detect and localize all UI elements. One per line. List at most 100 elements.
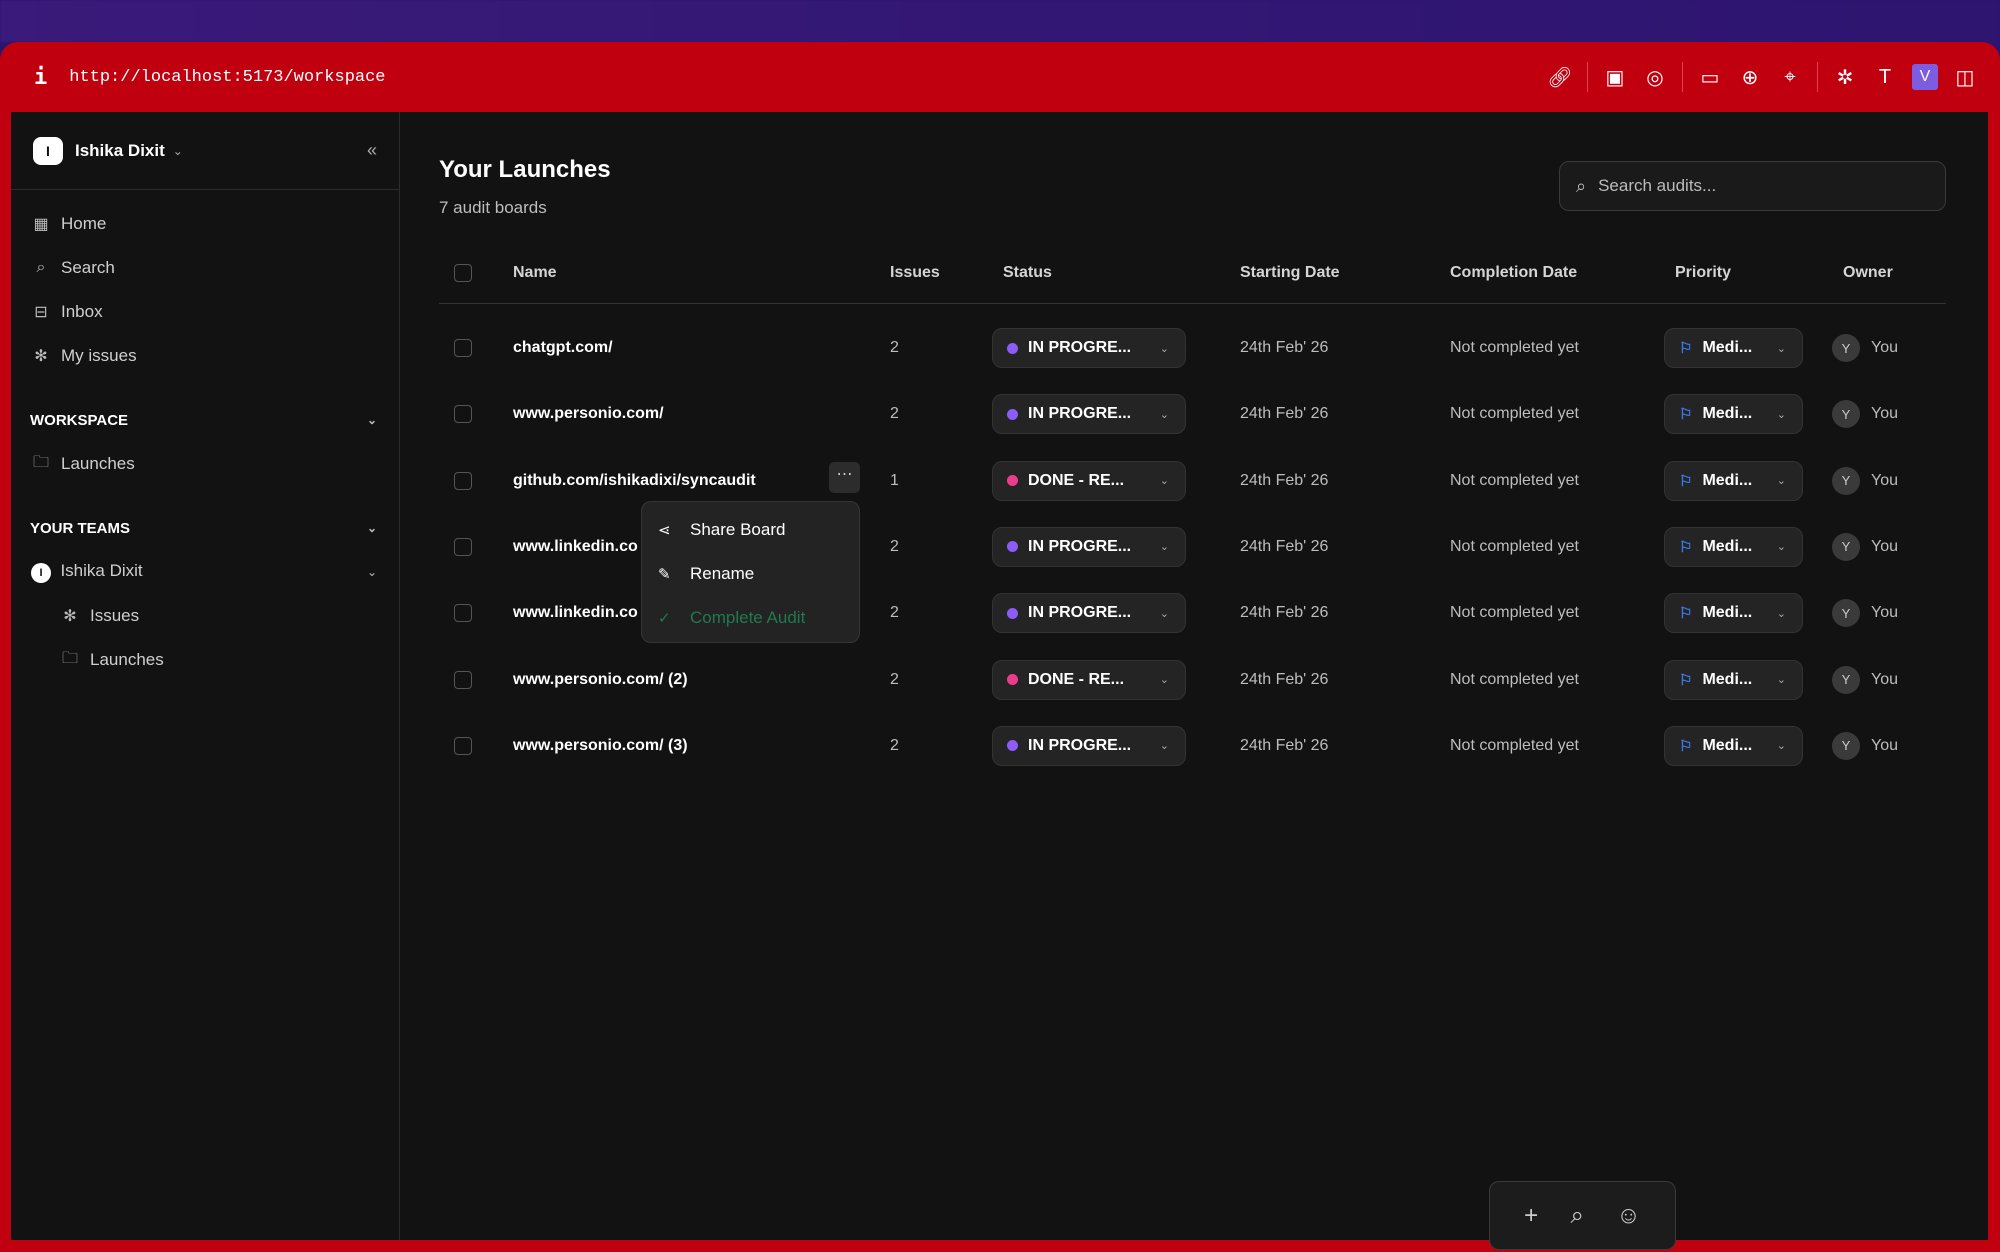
chevron-down-icon: ⌄ bbox=[366, 521, 377, 535]
workspace-switcher[interactable]: I Ishika Dixit ⌄ « bbox=[11, 112, 399, 190]
sidebar-item-team-issues[interactable]: ✻ Issues bbox=[11, 594, 399, 638]
sidebar-team-item[interactable]: I Ishika Dixit ⌄ bbox=[11, 550, 399, 594]
priority-dropdown[interactable]: ⚐ Medi... ⌄ bbox=[1664, 725, 1803, 766]
collapse-sidebar-icon[interactable]: « bbox=[366, 140, 377, 160]
sidebar-item-launches[interactable]: 🗀 Launches bbox=[11, 442, 399, 486]
status-dropdown[interactable]: IN PROGRE... ⌄ bbox=[992, 328, 1186, 368]
chevron-down-icon: ⌄ bbox=[1776, 674, 1786, 686]
v-extension-icon[interactable]: V bbox=[1912, 64, 1938, 90]
row-name[interactable]: www.personio.com/ (3) bbox=[513, 736, 688, 754]
chevron-down-icon: ⌄ bbox=[366, 413, 377, 427]
row-completion-date: Not completed yet bbox=[1450, 670, 1579, 688]
owner-avatar: Y bbox=[1832, 731, 1860, 760]
status-dropdown[interactable]: DONE - RE... ⌄ bbox=[992, 460, 1186, 501]
column-header-priority[interactable]: Priority bbox=[1675, 264, 1732, 281]
team-name: Ishika Dixit bbox=[60, 561, 143, 580]
column-header-starting-date[interactable]: Starting Date bbox=[1240, 264, 1340, 281]
status-dropdown[interactable]: DONE - RE... ⌄ bbox=[992, 659, 1186, 700]
search-input[interactable]: ⌕ Search audits... bbox=[1559, 161, 1946, 211]
terminal-icon[interactable]: ▭ bbox=[1700, 66, 1720, 89]
priority-dropdown[interactable]: ⚐ Medi... ⌄ bbox=[1664, 394, 1803, 435]
screenshot-icon[interactable]: ▣ bbox=[1605, 66, 1625, 89]
row-name[interactable]: www.personio.com/ bbox=[513, 405, 664, 423]
column-header-name[interactable]: Name bbox=[513, 264, 557, 281]
extension-icon[interactable]: ✲ bbox=[1836, 66, 1854, 89]
column-header-completion-date[interactable]: Completion Date bbox=[1450, 264, 1578, 281]
search-icon[interactable]: ⌕ bbox=[1570, 1201, 1584, 1229]
row-name[interactable]: chatgpt.com/ bbox=[513, 339, 613, 356]
status-dropdown[interactable]: IN PROGRE... ⌄ bbox=[992, 526, 1186, 567]
split-view-icon[interactable]: ◫ bbox=[1955, 66, 1975, 89]
globe-icon[interactable]: ⊕ bbox=[1741, 66, 1759, 89]
sidebar-item-label: Launches bbox=[61, 454, 135, 473]
plus-icon[interactable]: + bbox=[1524, 1201, 1539, 1229]
owner-avatar: Y bbox=[1832, 334, 1860, 362]
divider bbox=[1682, 62, 1683, 92]
sidebar-item-team-launches[interactable]: 🗀 Launches bbox=[11, 638, 399, 682]
user-icon[interactable]: ☺ bbox=[1616, 1201, 1641, 1229]
row-name[interactable]: www.linkedin.co bbox=[513, 537, 638, 555]
sidebar-item-search[interactable]: ⌕ Search bbox=[11, 246, 399, 290]
teams-section-header[interactable]: YOUR TEAMS ⌄ bbox=[11, 506, 399, 550]
link-icon[interactable]: 🔗︎ bbox=[1547, 66, 1573, 89]
priority-dropdown[interactable]: ⚐ Medi... ⌄ bbox=[1664, 460, 1803, 501]
chevron-down-icon: ⌄ bbox=[1159, 607, 1169, 620]
workspace-name: Ishika Dixit bbox=[75, 140, 165, 160]
priority-dropdown[interactable]: ⚐ Medi... ⌄ bbox=[1664, 328, 1803, 368]
row-checkbox[interactable] bbox=[454, 670, 472, 689]
priority-dropdown[interactable]: ⚐ Medi... ⌄ bbox=[1664, 659, 1803, 700]
column-header-owner[interactable]: Owner bbox=[1843, 264, 1893, 281]
table-row[interactable]: chatgpt.com/ 2 IN PROGRE... ⌄ 24th Feb' 2… bbox=[400, 318, 1966, 378]
row-issues: 2 bbox=[890, 604, 899, 622]
column-header-status[interactable]: Status bbox=[1003, 264, 1052, 281]
menu-item-label: Rename bbox=[690, 564, 755, 583]
flag-icon: ⚐ bbox=[1679, 671, 1693, 689]
status-dropdown[interactable]: IN PROGRE... ⌄ bbox=[992, 394, 1186, 435]
flag-icon: ⚐ bbox=[1679, 605, 1693, 623]
table-row[interactable]: www.linkedin.co 2 IN PROGRE... ⌄ 24th Feb… bbox=[400, 583, 1966, 643]
os-menubar bbox=[0, 0, 2000, 42]
row-checkbox[interactable] bbox=[454, 736, 472, 755]
owner-avatar: Y bbox=[1832, 599, 1860, 628]
more-options-button[interactable]: ⋯ bbox=[829, 462, 860, 493]
table-row[interactable]: www.linkedin.co 2 IN PROGRE... ⌄ 24th Feb… bbox=[400, 517, 1966, 577]
owner-avatar: Y bbox=[1832, 400, 1860, 429]
select-all-checkbox[interactable] bbox=[454, 264, 472, 282]
row-name[interactable]: www.personio.com/ (2) bbox=[513, 670, 688, 688]
url-text[interactable]: http://localhost:5173/workspace bbox=[69, 67, 386, 87]
table-row[interactable]: www.personio.com/ (2) 2 DONE - RE... ⌄ 24… bbox=[400, 650, 1966, 710]
column-header-issues[interactable]: Issues bbox=[890, 264, 940, 281]
crosshair-icon[interactable]: ⌖ bbox=[1784, 65, 1796, 88]
camera-icon[interactable]: ◎ bbox=[1646, 66, 1664, 89]
row-checkbox[interactable] bbox=[454, 471, 472, 490]
menu-item-rename[interactable]: ✎ Rename bbox=[642, 552, 859, 596]
table-row[interactable]: www.personio.com/ 2 IN PROGRE... ⌄ 24th F… bbox=[400, 384, 1966, 444]
row-checkbox[interactable] bbox=[454, 537, 472, 556]
row-checkbox[interactable] bbox=[454, 339, 472, 357]
sidebar-item-my-issues[interactable]: ✻ My issues bbox=[11, 334, 399, 378]
row-name[interactable]: www.linkedin.co bbox=[513, 604, 638, 622]
info-icon[interactable]: i bbox=[34, 64, 48, 90]
row-checkbox[interactable] bbox=[454, 405, 472, 424]
table-row[interactable]: github.com/ishikadixi/syncaudit 1 DONE -… bbox=[400, 451, 1966, 511]
row-name[interactable]: github.com/ishikadixi/syncaudit bbox=[513, 471, 756, 489]
status-dropdown[interactable]: IN PROGRE... ⌄ bbox=[992, 593, 1186, 634]
table-row[interactable]: www.personio.com/ (3) 2 IN PROGRE... ⌄ 24… bbox=[400, 716, 1966, 776]
sidebar-item-label: Inbox bbox=[61, 302, 103, 321]
priority-dropdown[interactable]: ⚐ Medi... ⌄ bbox=[1664, 593, 1803, 634]
folder-icon: 🗀 bbox=[32, 453, 49, 471]
text-icon[interactable]: T bbox=[1878, 65, 1892, 88]
status-dropdown[interactable]: IN PROGRE... ⌄ bbox=[992, 725, 1186, 766]
menu-item-share-board[interactable]: ⋖ Share Board bbox=[642, 508, 859, 552]
priority-dropdown[interactable]: ⚐ Medi... ⌄ bbox=[1664, 526, 1803, 567]
priority-label: Medi... bbox=[1702, 339, 1753, 356]
app-window: I Ishika Dixit ⌄ « ▦ Home ⌕ Search ⊟ Inbox … bbox=[11, 112, 1988, 1250]
sidebar-item-home[interactable]: ▦ Home bbox=[11, 202, 399, 246]
sidebar-item-inbox[interactable]: ⊟ Inbox bbox=[11, 290, 399, 334]
workspace-section-header[interactable]: WORKSPACE ⌄ bbox=[11, 398, 399, 442]
menu-item-complete-audit[interactable]: ✓ Complete Audit bbox=[642, 596, 859, 640]
priority-label: Medi... bbox=[1702, 471, 1753, 489]
row-checkbox[interactable] bbox=[454, 604, 472, 623]
row-owner: You bbox=[1871, 339, 1898, 356]
divider bbox=[1817, 62, 1818, 92]
